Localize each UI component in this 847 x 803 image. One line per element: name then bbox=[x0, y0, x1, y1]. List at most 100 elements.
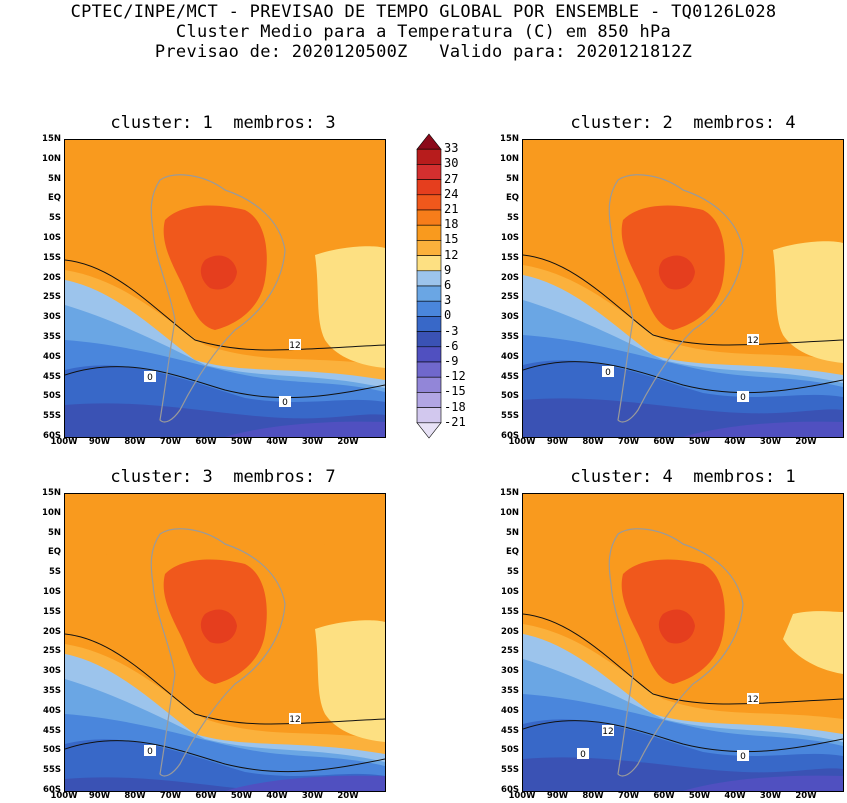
continent-outline bbox=[150, 528, 286, 777]
lon-label: 20W bbox=[337, 791, 359, 801]
header-line-3: Previsao de: 2020120500Z Valido para: 20… bbox=[154, 42, 693, 62]
lon-label: 40W bbox=[724, 437, 746, 447]
band-9 bbox=[773, 241, 843, 363]
lon-label: 100W bbox=[50, 791, 78, 801]
colorbar-label: 18 bbox=[444, 217, 459, 232]
map-panel-2: 12 0 0 bbox=[522, 139, 844, 438]
contour-label-bg bbox=[144, 371, 156, 382]
lon-label: 50W bbox=[230, 437, 253, 447]
lon-label: 30W bbox=[301, 437, 324, 447]
colorbar-label: 3 bbox=[444, 293, 452, 308]
lat-label: 5S bbox=[506, 213, 519, 224]
map-panel-1-svg: 12 0 0 bbox=[65, 140, 385, 437]
lat-label: 10S bbox=[43, 587, 61, 597]
lon-label: 90W bbox=[88, 791, 111, 801]
lat-label: 10N bbox=[42, 153, 61, 164]
contour-0 bbox=[523, 720, 843, 753]
colorbar-swatch bbox=[416, 407, 442, 424]
colorbar-label: -9 bbox=[444, 354, 459, 368]
lat-label: 25S bbox=[501, 292, 519, 303]
lon-label: 50W bbox=[688, 791, 711, 801]
lon-label: 30W bbox=[759, 437, 782, 447]
lat-label: 60S bbox=[501, 785, 519, 795]
lat-label: 5S bbox=[48, 567, 61, 578]
colorbar-swatch bbox=[416, 316, 442, 332]
colorbar-swatch bbox=[416, 164, 442, 180]
warm-band-top bbox=[65, 140, 385, 210]
colorbar-label: 12 bbox=[444, 247, 459, 262]
lat-label: EQ bbox=[505, 547, 519, 558]
map-panel-4-svg: 12 12 0 0 bbox=[523, 494, 843, 791]
band-m9 bbox=[225, 775, 385, 791]
colorbar-swatch bbox=[416, 179, 442, 196]
contour-0 bbox=[65, 740, 385, 773]
colorbar-label: 24 bbox=[444, 186, 459, 201]
lat-label: 45S bbox=[43, 371, 61, 382]
contour-label-bg bbox=[144, 745, 156, 756]
lat-label: 10N bbox=[42, 507, 61, 518]
contour-12 bbox=[523, 613, 843, 705]
lon-label: 40W bbox=[724, 791, 746, 801]
lat-label: 40S bbox=[43, 351, 61, 362]
warm-band-top bbox=[65, 494, 385, 564]
contour-label: 0 bbox=[740, 393, 746, 403]
warm-band-top bbox=[523, 140, 843, 210]
lat-label: 25S bbox=[501, 646, 519, 657]
lon-label: 20W bbox=[795, 791, 817, 801]
lat-label: 15S bbox=[501, 252, 519, 263]
map-panel-1: 12 0 0 bbox=[64, 139, 386, 438]
colorbar-label: 33 bbox=[444, 141, 459, 156]
lon-label: 70W bbox=[159, 791, 182, 801]
warm-band-top bbox=[523, 494, 843, 564]
colorbar-swatch bbox=[416, 346, 442, 363]
colorbar-label: -18 bbox=[444, 399, 466, 414]
band-9 bbox=[315, 620, 385, 742]
lat-label: 15N bbox=[42, 134, 61, 144]
contour-label: 0 bbox=[740, 752, 746, 762]
colorbar-swatch bbox=[416, 270, 442, 287]
lat-label: 30S bbox=[501, 666, 519, 677]
lat-label: EQ bbox=[47, 547, 61, 558]
colorbar bbox=[416, 133, 442, 439]
lat-label: 55S bbox=[43, 411, 61, 422]
colorbar-label: 0 bbox=[444, 308, 452, 323]
contour-12 bbox=[523, 254, 843, 346]
lat-label: 45S bbox=[501, 725, 519, 736]
colorbar-swatch bbox=[416, 422, 442, 439]
map-panel-3-svg: 12 0 bbox=[65, 494, 385, 791]
lat-label: 20S bbox=[501, 626, 519, 637]
lon-label: 60W bbox=[195, 791, 217, 801]
panel-3-title: cluster: 3 membros: 7 bbox=[110, 467, 336, 487]
lat-label: 30S bbox=[43, 666, 61, 677]
band-m9 bbox=[683, 421, 843, 437]
lat-label: 15N bbox=[500, 134, 519, 144]
lon-label: 80W bbox=[124, 791, 146, 801]
band-m9 bbox=[225, 421, 385, 437]
lat-label: 15S bbox=[43, 252, 61, 263]
colorbar-swatch bbox=[416, 194, 442, 211]
lat-label: 20S bbox=[43, 272, 61, 283]
lat-label: 10N bbox=[500, 153, 519, 164]
lat-label: 50S bbox=[43, 391, 61, 402]
lat-label: 25S bbox=[43, 292, 61, 303]
lon-label: 30W bbox=[759, 791, 782, 801]
contour-label: 0 bbox=[580, 750, 586, 760]
colorbar-swatch bbox=[416, 255, 442, 272]
lon-label: 100W bbox=[508, 791, 536, 801]
band-24 bbox=[658, 609, 695, 644]
lat-label: 5N bbox=[47, 527, 61, 538]
lat-label: 30S bbox=[501, 312, 519, 323]
lon-label: 40W bbox=[266, 437, 288, 447]
lat-label: 55S bbox=[501, 765, 519, 776]
contour-0 bbox=[65, 366, 385, 399]
lat-label: 15N bbox=[42, 488, 61, 498]
colorbar-label: -21 bbox=[444, 414, 466, 429]
colorbar-label: 30 bbox=[444, 156, 459, 171]
lat-label: 5N bbox=[505, 173, 519, 184]
colorbar-swatch bbox=[416, 392, 442, 408]
lat-label: 30S bbox=[43, 312, 61, 323]
lat-label: 60S bbox=[501, 431, 519, 441]
lat-label: 50S bbox=[43, 745, 61, 756]
colorbar-label: 9 bbox=[444, 262, 452, 277]
colorbar-label: -15 bbox=[444, 384, 466, 399]
